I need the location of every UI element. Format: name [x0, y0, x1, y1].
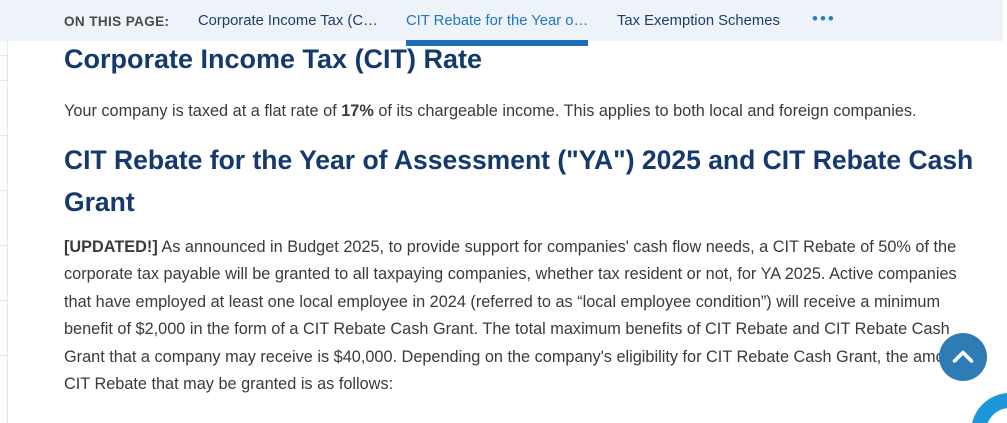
tax-rate-value: 17%	[341, 102, 374, 120]
on-this-page-label: ON THIS PAGE:	[64, 14, 170, 29]
tab-cit-rebate-active[interactable]: CIT Rebate for the Year o…	[406, 13, 589, 29]
page-title: Corporate Income Tax (CIT) Rate	[64, 44, 483, 74]
tab-corporate-income-tax[interactable]: Corporate Income Tax (C…	[198, 13, 378, 29]
sidebar-divider	[0, 80, 7, 81]
cit-rebate-paragraph: [UPDATED!] As announced in Budget 2025, …	[64, 234, 988, 398]
sidebar-divider	[0, 55, 7, 56]
sidebar-divider	[0, 300, 7, 301]
sidebar-divider	[0, 190, 7, 191]
more-tabs-ellipsis-icon[interactable]: •••	[812, 9, 836, 28]
intro-paragraph: Your company is taxed at a flat rate of …	[64, 98, 994, 125]
sidebar-edge	[0, 41, 8, 423]
tab-tax-exemption-schemes[interactable]: Tax Exemption Schemes	[617, 13, 780, 29]
intro-text-post: of its chargeable income. This applies t…	[373, 102, 917, 120]
sidebar-divider	[0, 245, 7, 246]
back-to-top-button[interactable]	[939, 333, 987, 381]
active-tab-underline	[406, 40, 588, 46]
sidebar-divider	[0, 355, 7, 356]
cit-rebate-text: As announced in Budget 2025, to provide …	[64, 238, 986, 394]
updated-flag: [UPDATED!]	[64, 238, 158, 256]
chevron-up-icon	[939, 333, 987, 381]
on-this-page-nav: ON THIS PAGE: Corporate Income Tax (C… C…	[0, 0, 1003, 41]
sidebar-divider	[0, 135, 7, 136]
section-title-cit-rebate: CIT Rebate for the Year of Assessment ("…	[64, 145, 974, 217]
intro-text-pre: Your company is taxed at a flat rate of	[64, 102, 342, 120]
